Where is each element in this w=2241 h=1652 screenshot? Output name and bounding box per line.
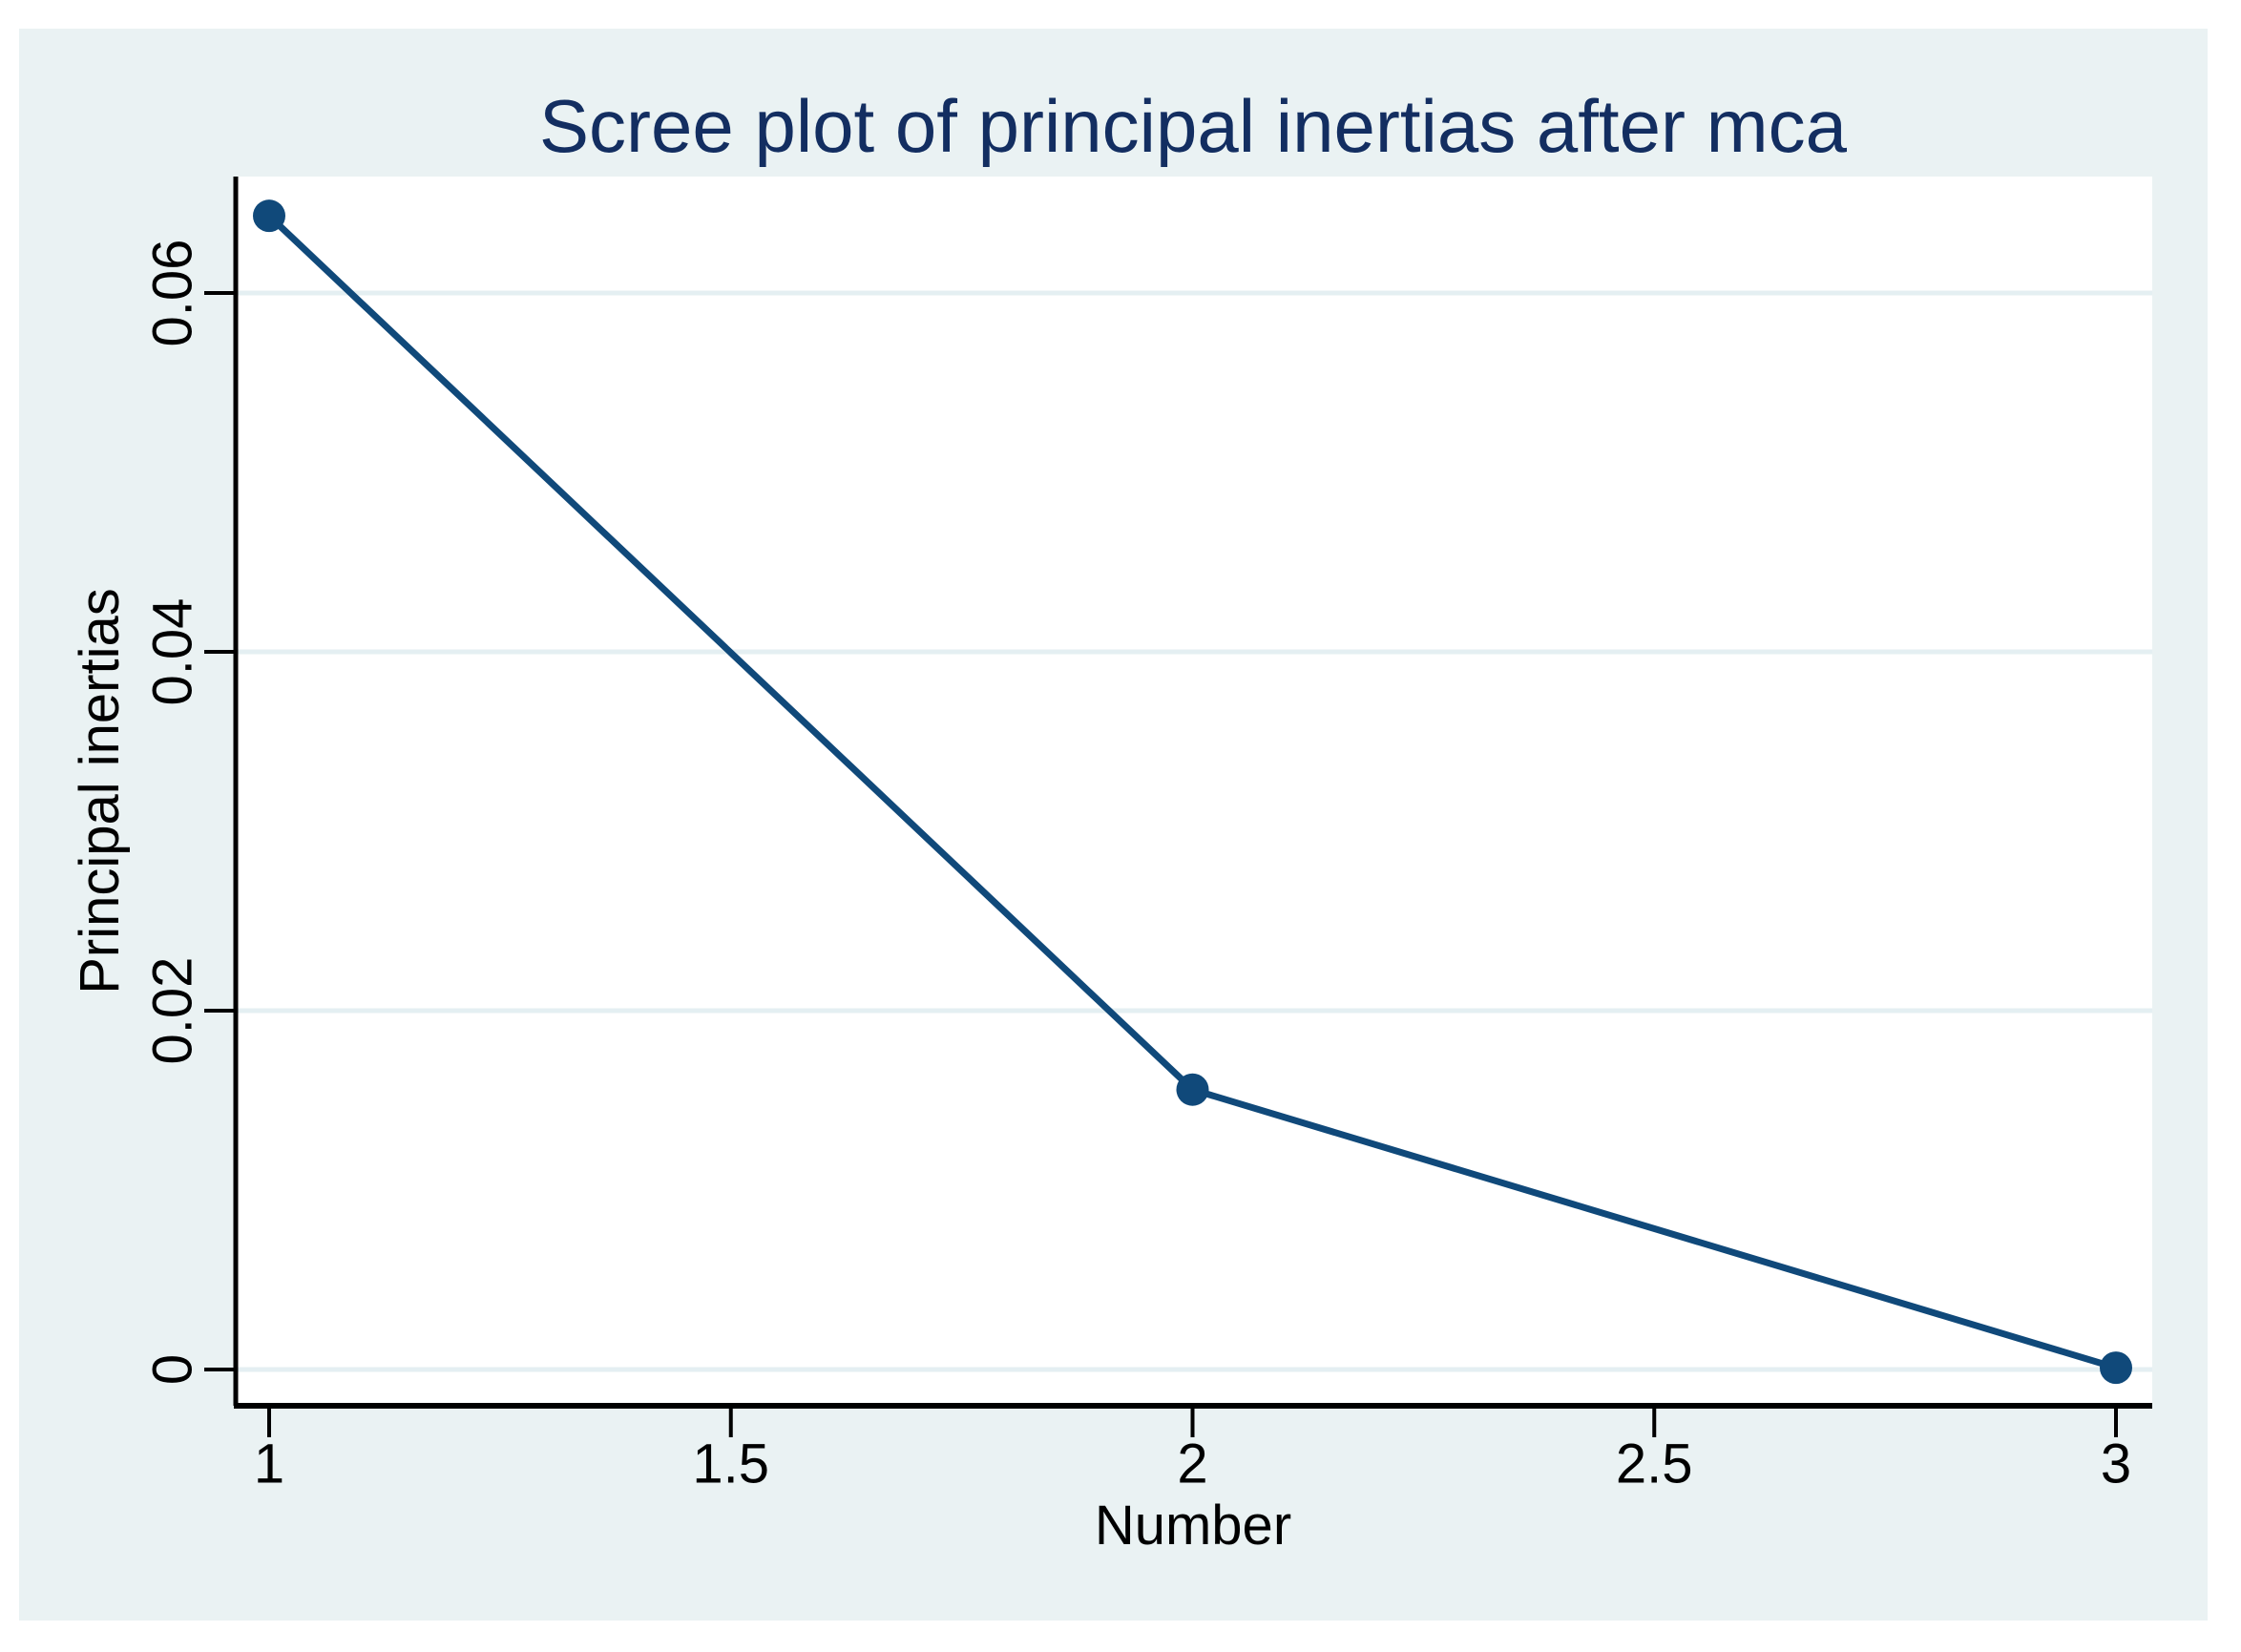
x-tick-label: 1.5 [692, 1433, 769, 1495]
data-point-marker [1176, 1073, 1209, 1106]
y-axis-title: Principal inertias [69, 588, 131, 994]
data-point-marker [2100, 1351, 2132, 1385]
y-tick-label: 0.06 [142, 240, 204, 347]
data-point-marker [253, 199, 285, 233]
x-tick-label: 2.5 [1616, 1433, 1693, 1495]
y-tick-label: 0.02 [142, 957, 204, 1065]
x-tick-label: 1 [254, 1433, 284, 1495]
x-axis-title: Number [1094, 1495, 1292, 1557]
x-tick-label: 2 [1177, 1433, 1207, 1495]
y-tick-label: 0.04 [142, 598, 204, 706]
x-tick-label: 3 [2101, 1433, 2131, 1495]
y-tick-label: 0 [142, 1354, 204, 1385]
chart-title: Scree plot of principal inertias after m… [539, 84, 1847, 168]
plot-area [236, 177, 2152, 1406]
